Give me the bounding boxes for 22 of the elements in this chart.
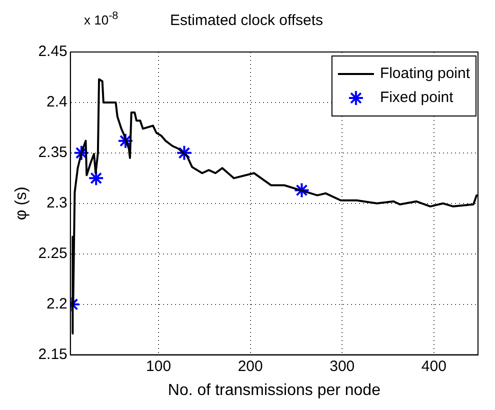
x-tick-label: 200 (238, 358, 263, 375)
y-tick-label: 2.3 (46, 194, 68, 212)
point (73, 144, 90, 161)
legend-label: Fixed point (380, 89, 454, 106)
legend-label: Floating point (380, 65, 471, 82)
text: x 10$^{-8}$ (84, 10, 118, 28)
x-tick-label: 400 (421, 358, 446, 375)
point (88, 170, 104, 186)
y-tick-label: 2.25 (38, 245, 68, 262)
x-tick-label: 100 (146, 358, 172, 375)
y-tick-label: 2.35 (38, 144, 68, 162)
x-axis-title: No. of transmissions per node (168, 382, 381, 399)
y-tick-label: 2.45 (38, 43, 68, 60)
y-tick-label: 2.2 (46, 295, 68, 312)
point (294, 182, 310, 198)
chart-title: Estimated clock offsets (170, 12, 324, 30)
point (117, 132, 134, 149)
y-tick-label: 2.4 (46, 94, 68, 111)
y-axis-title: φ (s) (13, 186, 30, 220)
point (176, 144, 192, 161)
y-tick-label: 2.15 (38, 346, 68, 363)
x-tick-label: 300 (330, 358, 355, 375)
